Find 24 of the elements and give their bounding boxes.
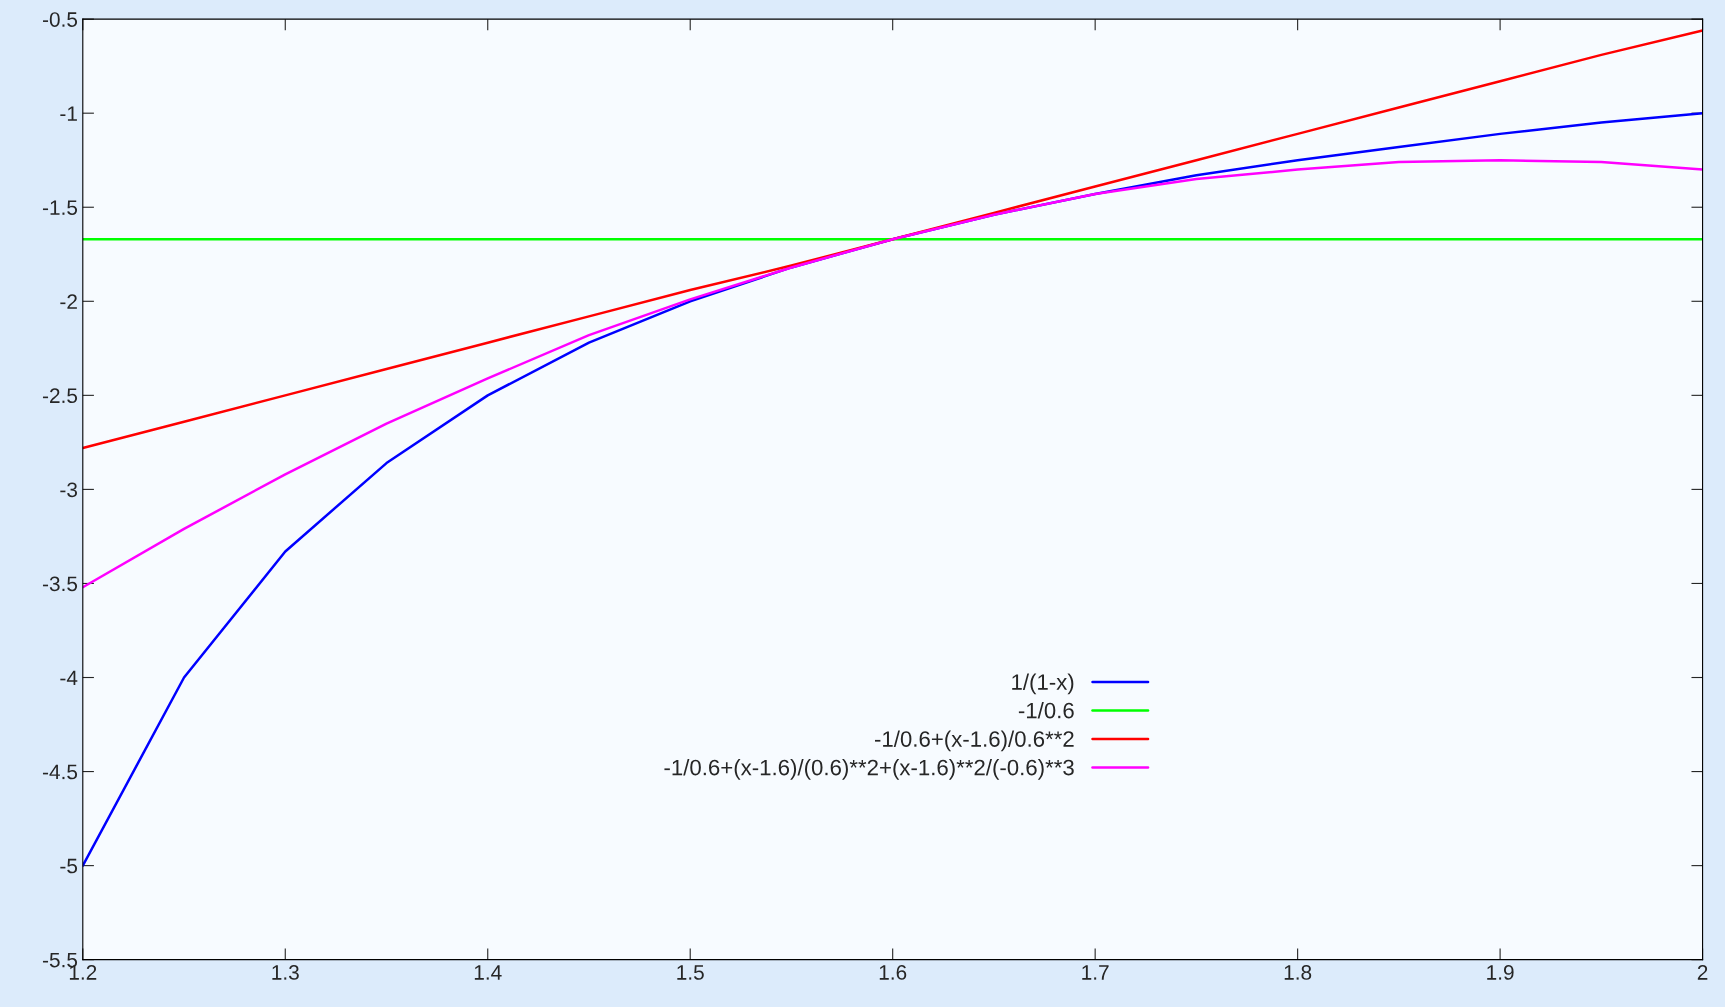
y-tick-label: -4.5 <box>42 764 78 780</box>
x-tick-label: 1.3 <box>272 965 299 980</box>
x-tick-label: 1.6 <box>879 965 907 980</box>
y-tick-label: -2.5 <box>42 388 78 404</box>
line-series <box>82 158 1703 589</box>
y-tick-label: -3.5 <box>42 576 78 592</box>
y-tick-label: -2 <box>60 294 77 309</box>
x-tick-label: 1.8 <box>1284 965 1312 980</box>
y-tick-label: -3 <box>60 482 78 498</box>
legend-label: -1/0.6+(x-1.6)/(0.6)**2+(x-1.6)**2/(-0.6)**3 <box>664 759 1074 780</box>
x-tick-label: 2 <box>1697 965 1708 980</box>
legend-label: -1/0.6 <box>1018 702 1074 719</box>
y-tick-label: -4 <box>60 670 78 686</box>
y-tick-label: -0.5 <box>42 12 78 27</box>
y-tick-label: -1 <box>60 106 77 121</box>
legend-label: 1/(1-x) <box>1012 673 1074 695</box>
x-tick-label: 1.7 <box>1082 965 1109 980</box>
x-tick-label: 1.4 <box>474 965 502 980</box>
y-tick-label: -1.5 <box>42 200 78 215</box>
y-tick-label: -5 <box>60 858 78 874</box>
x-tick-label: 1.9 <box>1487 965 1514 980</box>
legend-label: -1/0.6+(x-1.6)/0.6**2 <box>874 730 1074 752</box>
line-series <box>82 29 1703 450</box>
x-tick-label: 1.5 <box>677 965 704 980</box>
